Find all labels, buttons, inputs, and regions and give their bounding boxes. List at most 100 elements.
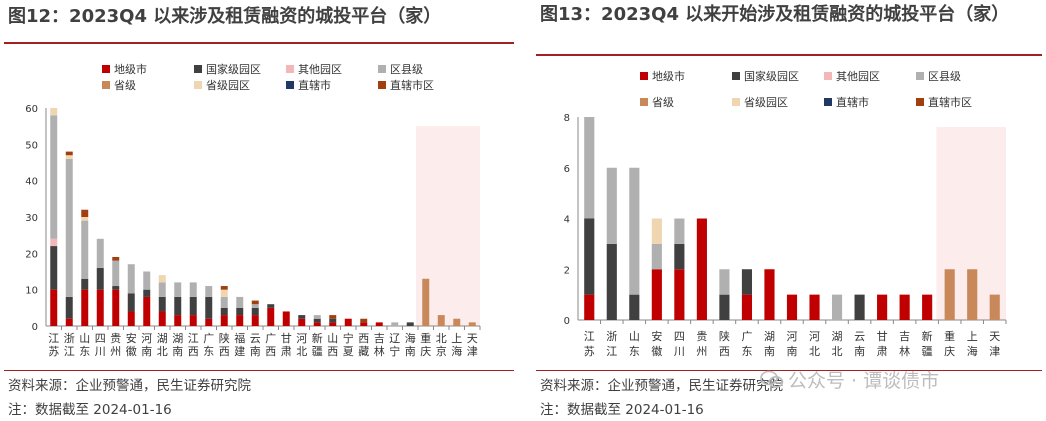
bar-segment xyxy=(786,294,798,320)
watermark-text: 公众号 · 谭谈债市 xyxy=(788,370,940,392)
bar-segment xyxy=(236,296,244,308)
x-tick-label: 甘肃 xyxy=(877,330,888,358)
x-tick-label: 湖南 xyxy=(172,332,183,358)
legend-swatch xyxy=(286,65,294,73)
bar-segment xyxy=(831,294,843,320)
legend-swatch xyxy=(194,65,202,73)
bar-segment xyxy=(629,294,640,320)
bar-segment xyxy=(236,307,244,316)
bar-segment xyxy=(158,275,166,283)
x-tick-label: 江苏 xyxy=(48,332,59,358)
bar-segment xyxy=(65,296,73,319)
x-tick-label: 四川 xyxy=(674,330,685,358)
legend-label: 其他园区 xyxy=(298,63,342,76)
x-tick-label: 新疆 xyxy=(922,329,933,358)
bar-segment xyxy=(112,260,120,287)
bar-segment xyxy=(375,322,383,326)
legend-swatch xyxy=(916,98,924,106)
bar-segment xyxy=(584,218,595,295)
bar-segment xyxy=(112,286,120,290)
legend-label: 区县级 xyxy=(928,70,961,83)
x-tick-label: 陕西 xyxy=(719,329,730,358)
x-tick-label: 吉林 xyxy=(374,332,385,358)
bar-segment xyxy=(329,318,337,323)
x-tick-label: 云南 xyxy=(854,330,865,358)
x-tick-label: 福建 xyxy=(234,331,245,358)
bar-segment xyxy=(674,269,685,320)
watermark: 公众号 · 谭谈债市 xyxy=(760,366,939,393)
x-tick-label: 河北 xyxy=(296,332,307,358)
x-tick-label: 江西 xyxy=(188,332,199,358)
bar-segment xyxy=(96,267,104,290)
bar-segment xyxy=(50,115,58,239)
bar-segment xyxy=(50,246,58,290)
bar-segment xyxy=(651,269,662,320)
x-tick-label: 上海 xyxy=(967,330,978,358)
legend-swatch xyxy=(194,81,202,89)
x-tick-label: 安徽 xyxy=(126,331,137,358)
bar-segment xyxy=(329,322,337,326)
y-tick-label: 8 xyxy=(564,113,570,124)
bar-segment xyxy=(854,294,865,320)
bar-segment xyxy=(50,238,58,247)
x-tick-label: 山西 xyxy=(327,332,338,358)
bar-segment xyxy=(764,269,775,320)
x-tick-label: 广东 xyxy=(741,330,752,358)
x-tick-label: 重庆 xyxy=(420,331,431,358)
bar-segment xyxy=(50,289,58,326)
bar-segment xyxy=(81,278,89,290)
x-tick-label: 北京 xyxy=(436,332,447,358)
bar-segment xyxy=(220,289,228,297)
bar-segment xyxy=(251,315,259,326)
y-tick-label: 4 xyxy=(564,215,570,226)
x-tick-label: 安徽 xyxy=(651,329,662,358)
x-tick-label: 上海 xyxy=(451,332,462,358)
x-tick-label: 云南 xyxy=(250,332,261,358)
y-tick-label: 2 xyxy=(564,265,570,276)
bar-segment xyxy=(437,315,445,326)
bar-segment xyxy=(298,318,306,326)
legend-label: 地级市 xyxy=(114,62,147,76)
x-tick-label: 天津 xyxy=(989,330,1000,358)
bar-segment xyxy=(468,322,476,326)
source-rule xyxy=(4,370,514,371)
bar-segment xyxy=(143,296,151,326)
title-rule xyxy=(4,42,514,44)
bar-segment xyxy=(205,318,213,326)
bar-segment xyxy=(50,108,58,116)
bar-segment xyxy=(174,282,182,297)
x-tick-label: 甘肃 xyxy=(281,332,292,358)
bar-segment xyxy=(127,311,135,326)
x-tick-label: 海南 xyxy=(405,331,416,358)
bar-segment xyxy=(143,271,151,290)
y-tick-label: 0 xyxy=(564,316,570,327)
bar-segment xyxy=(251,307,259,316)
x-tick-label: 天津 xyxy=(467,332,478,358)
bar-segment xyxy=(267,307,275,326)
source-note: 资料来源：企业预警通，民生证券研究院 xyxy=(540,378,783,394)
bar-segment xyxy=(329,315,337,319)
wechat-icon xyxy=(760,370,784,388)
bar-segment xyxy=(112,289,120,326)
bar-segment xyxy=(422,278,430,326)
bar-segment xyxy=(877,294,888,320)
bar-segment xyxy=(584,294,595,320)
bar-segment xyxy=(189,315,197,326)
bar-segment xyxy=(251,300,259,305)
x-tick-label: 新疆 xyxy=(312,331,323,358)
bar-segment xyxy=(158,296,166,312)
left-figure-panel: 图12：2023Q4 以来涉及租赁融资的城投平台（家） 地级市 国家级园区 其他园区… xyxy=(0,0,518,421)
legend-swatch xyxy=(824,98,832,106)
figure-title: 图12：2023Q4 以来涉及租赁融资的城投平台（家） xyxy=(8,6,442,27)
y-tick-label: 30 xyxy=(25,213,38,224)
x-tick-label: 贵州 xyxy=(696,330,707,358)
bar-segment xyxy=(629,167,640,295)
bar-segment xyxy=(96,238,104,268)
y-tick-label: 50 xyxy=(25,140,38,151)
x-tick-label: 河南 xyxy=(141,332,152,358)
x-tick-label: 广东 xyxy=(203,332,214,358)
bar-segment xyxy=(606,243,617,320)
x-tick-label: 贵州 xyxy=(110,332,121,358)
legend-swatch xyxy=(378,81,386,89)
